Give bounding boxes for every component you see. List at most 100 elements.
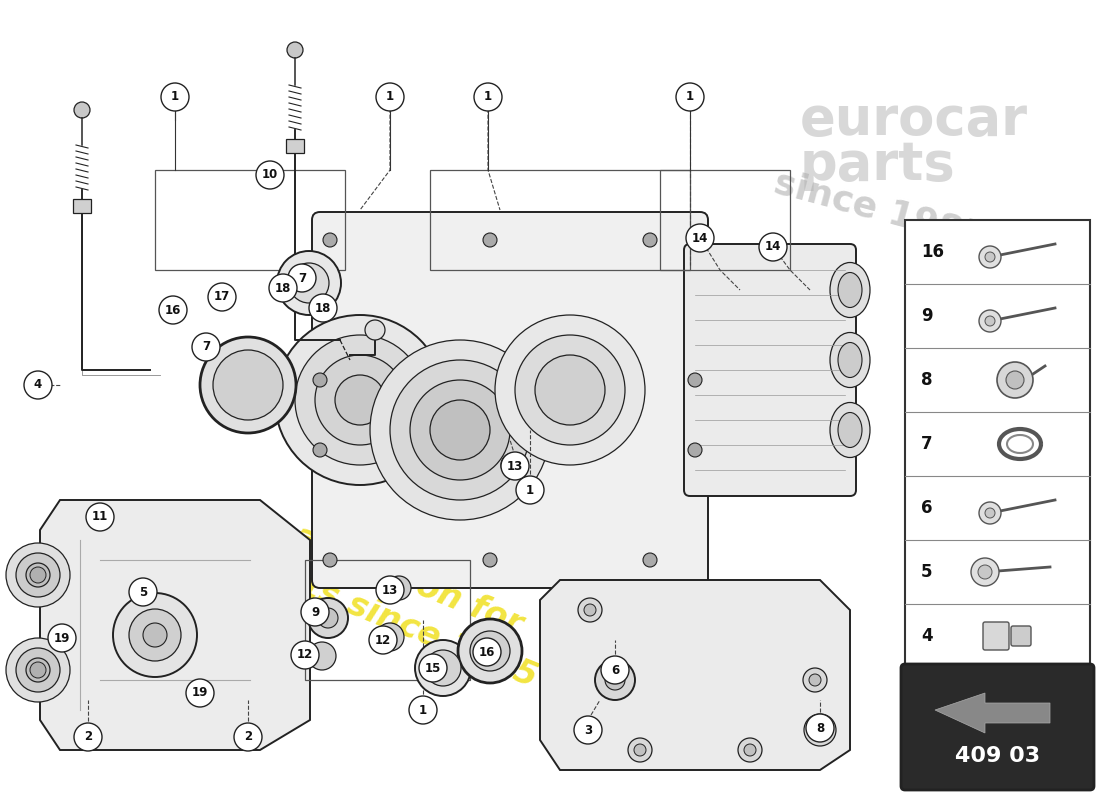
Circle shape — [410, 380, 510, 480]
Polygon shape — [540, 580, 850, 770]
Text: 11: 11 — [92, 510, 108, 523]
Circle shape — [634, 744, 646, 756]
Text: 8: 8 — [921, 371, 933, 389]
Bar — [905, 220, 1090, 668]
Circle shape — [213, 350, 283, 420]
Text: 4: 4 — [921, 627, 933, 645]
Circle shape — [473, 638, 500, 666]
Circle shape — [309, 294, 337, 322]
Text: 10: 10 — [262, 169, 278, 182]
Circle shape — [86, 503, 114, 531]
Text: 16: 16 — [478, 646, 495, 658]
Text: 2: 2 — [84, 730, 92, 743]
Text: 2: 2 — [244, 730, 252, 743]
Circle shape — [500, 453, 525, 477]
Circle shape — [409, 696, 437, 724]
FancyBboxPatch shape — [983, 622, 1009, 650]
Circle shape — [688, 373, 702, 387]
Circle shape — [30, 567, 46, 583]
Text: 1: 1 — [386, 90, 394, 103]
Circle shape — [984, 252, 996, 262]
Ellipse shape — [838, 273, 862, 307]
Circle shape — [535, 355, 605, 425]
Circle shape — [500, 452, 529, 480]
Circle shape — [113, 593, 197, 677]
Circle shape — [143, 623, 167, 647]
Text: 3: 3 — [584, 723, 592, 737]
Circle shape — [160, 296, 187, 324]
Circle shape — [200, 337, 296, 433]
Circle shape — [984, 316, 996, 326]
Circle shape — [6, 543, 70, 607]
Circle shape — [605, 670, 625, 690]
Circle shape — [584, 604, 596, 616]
Circle shape — [738, 738, 762, 762]
FancyBboxPatch shape — [1011, 626, 1031, 646]
Circle shape — [804, 714, 836, 746]
Circle shape — [270, 274, 297, 302]
Text: 9: 9 — [921, 307, 933, 325]
Circle shape — [686, 224, 714, 252]
Circle shape — [192, 333, 220, 361]
Circle shape — [1006, 371, 1024, 389]
Circle shape — [430, 400, 490, 460]
Circle shape — [516, 476, 544, 504]
Circle shape — [601, 656, 629, 684]
Circle shape — [16, 553, 60, 597]
Circle shape — [287, 42, 303, 58]
Text: 18: 18 — [315, 302, 331, 314]
Circle shape — [26, 563, 50, 587]
Circle shape — [483, 553, 497, 567]
Text: a passion for
parts since 1985: a passion for parts since 1985 — [241, 506, 559, 694]
Circle shape — [26, 658, 50, 682]
Text: 13: 13 — [382, 583, 398, 597]
Text: 1: 1 — [419, 703, 427, 717]
Circle shape — [979, 246, 1001, 268]
Polygon shape — [935, 693, 1050, 733]
Circle shape — [495, 315, 645, 465]
Circle shape — [314, 373, 327, 387]
Circle shape — [318, 608, 338, 628]
Circle shape — [474, 83, 502, 111]
FancyBboxPatch shape — [901, 664, 1094, 790]
Circle shape — [288, 264, 316, 292]
Circle shape — [365, 320, 385, 340]
Circle shape — [483, 233, 497, 247]
Circle shape — [415, 640, 471, 696]
Ellipse shape — [838, 413, 862, 447]
Text: 409 03: 409 03 — [955, 746, 1041, 766]
Circle shape — [984, 508, 996, 518]
Circle shape — [292, 641, 319, 669]
FancyBboxPatch shape — [73, 199, 91, 213]
Circle shape — [161, 83, 189, 111]
FancyBboxPatch shape — [286, 139, 304, 153]
Circle shape — [315, 355, 405, 445]
Circle shape — [24, 371, 52, 399]
Text: 15: 15 — [425, 662, 441, 674]
Text: eurocar: eurocar — [800, 94, 1028, 146]
Text: 1: 1 — [526, 483, 535, 497]
Circle shape — [295, 335, 425, 465]
Circle shape — [425, 650, 461, 686]
Bar — [305, 560, 470, 680]
Circle shape — [759, 233, 786, 261]
Circle shape — [744, 744, 756, 756]
Circle shape — [644, 233, 657, 247]
Text: 7: 7 — [202, 341, 210, 354]
Circle shape — [470, 631, 510, 671]
Circle shape — [376, 623, 404, 651]
Ellipse shape — [830, 262, 870, 318]
Polygon shape — [40, 500, 310, 750]
Text: 12: 12 — [375, 634, 392, 646]
Bar — [660, 170, 790, 270]
Text: 14: 14 — [764, 241, 781, 254]
Text: 16: 16 — [165, 303, 182, 317]
Circle shape — [275, 315, 446, 485]
Circle shape — [323, 553, 337, 567]
Text: 19: 19 — [54, 631, 70, 645]
Text: 1: 1 — [484, 90, 492, 103]
Text: 7: 7 — [921, 435, 933, 453]
Circle shape — [997, 362, 1033, 398]
Circle shape — [74, 102, 90, 118]
Text: 5: 5 — [921, 563, 933, 581]
